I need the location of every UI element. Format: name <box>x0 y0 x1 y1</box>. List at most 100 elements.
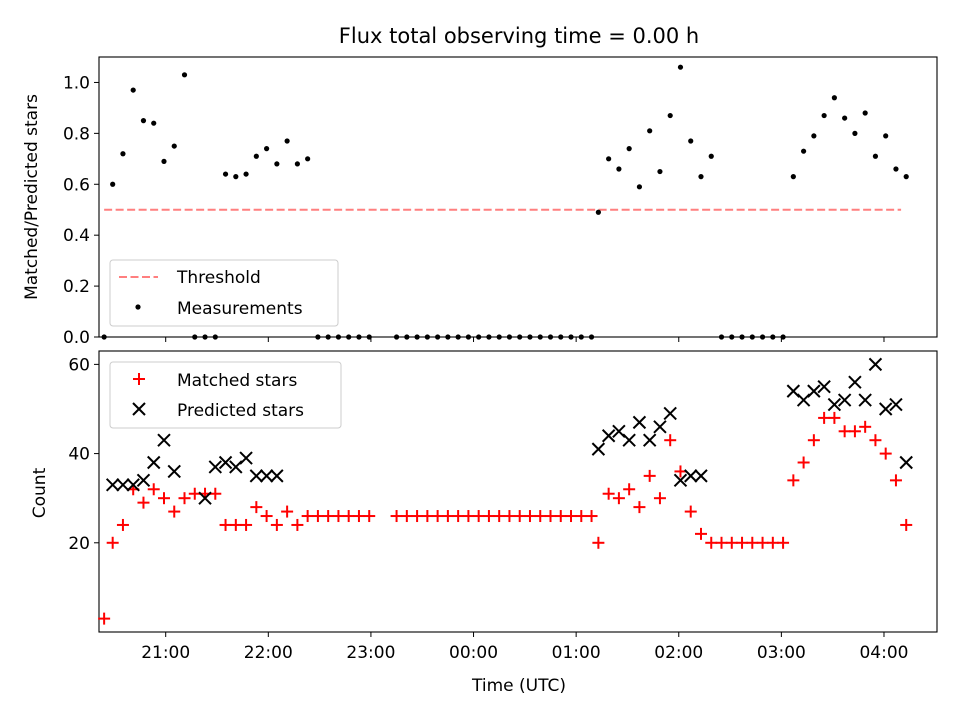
measurements-legend-swatch <box>135 304 141 310</box>
measurement-point <box>222 171 229 177</box>
matched-star-point <box>838 425 851 438</box>
matched-star-point <box>602 487 615 500</box>
predicted-star-point <box>218 455 233 470</box>
matched-star-point <box>766 536 779 549</box>
matched-star-point <box>612 492 625 505</box>
measurement-point <box>657 168 663 175</box>
predicted-star-point <box>167 464 181 479</box>
matched-star-point <box>147 483 160 496</box>
measurement-point <box>486 334 492 340</box>
matched-star-point <box>565 510 578 523</box>
measurement-point <box>872 153 879 159</box>
matched-star-point <box>462 510 475 523</box>
predicted-star-point <box>208 460 223 474</box>
top-y-tick-label: 1.0 <box>63 73 90 93</box>
measurement-point <box>233 174 239 180</box>
matched-star-point <box>575 510 588 523</box>
measurement-point <box>636 184 643 190</box>
matched-star-point <box>869 434 882 447</box>
predicted-star-point <box>622 433 636 447</box>
measurement-point <box>140 118 147 124</box>
matched-star-point <box>431 510 444 523</box>
matched-star-point <box>900 518 913 531</box>
predicted-star-point <box>147 455 161 470</box>
matched-star-point <box>633 501 646 514</box>
matched-star-point <box>260 510 273 523</box>
top-data-marks <box>101 64 909 340</box>
measurements-legend-label: Measurements <box>177 299 303 319</box>
top-y-tick-label: 0.0 <box>63 328 90 348</box>
matched-star-point <box>421 510 434 523</box>
measurement-point <box>647 128 653 134</box>
matched-star-point <box>178 492 191 505</box>
top-legend-box <box>109 259 339 327</box>
matched-star-point <box>301 510 314 523</box>
measurement-point <box>616 166 622 172</box>
measurement-point <box>547 334 554 340</box>
matched-star-point <box>291 518 304 531</box>
matched-star-point <box>116 518 129 531</box>
top-y-axis-label: Matched/Predicted stars <box>22 94 42 300</box>
measurement-point <box>708 153 714 159</box>
measurement-point <box>253 153 259 159</box>
matched-star-point <box>493 510 506 523</box>
threshold-legend-label: Threshold <box>176 268 261 288</box>
matched-star-point <box>270 518 283 531</box>
top-panel: Flux total observing time = 0.00 h 0.00.… <box>22 24 938 348</box>
x-tick-label: 23:00 <box>346 643 395 663</box>
measurement-point <box>243 171 249 177</box>
predicted-star-point <box>259 469 274 483</box>
measurement-point <box>790 174 796 180</box>
measurement-point <box>404 334 410 340</box>
predicted-star-point <box>249 469 264 483</box>
measurement-point <box>120 151 126 157</box>
predicted-star-point <box>591 442 606 456</box>
predicted-star-point <box>126 478 140 492</box>
matched-star-point <box>441 510 454 523</box>
matched-star-point <box>674 465 687 478</box>
bottom-panel: 20 40 60 21:00 22:00 23:00 00:00 01:00 02:00 03:… <box>30 350 938 696</box>
measurement-point <box>811 133 817 139</box>
measurement-point <box>335 334 342 340</box>
matched-star-point <box>848 425 861 438</box>
predicted-star-point <box>198 491 212 505</box>
matched-star-point <box>889 474 902 487</box>
bottom-y-ticks: 20 40 60 <box>68 355 99 554</box>
top-x-ticks <box>165 337 885 342</box>
bottom-legend: Matched stars Predicted stars <box>109 361 342 429</box>
predicted-star-point <box>858 393 872 407</box>
measurement-point <box>305 156 311 162</box>
matched-star-point <box>363 510 376 523</box>
top-y-tick-label: 0.8 <box>63 124 90 144</box>
matched-star-point <box>592 536 605 549</box>
matched-star-point <box>352 510 365 523</box>
predicted-star-point <box>632 415 647 430</box>
x-tick-label: 00:00 <box>449 643 498 663</box>
measurement-point <box>903 174 909 180</box>
matched-star-point <box>736 536 749 549</box>
predicted-star-point <box>105 478 120 492</box>
measurement-point <box>893 166 899 172</box>
measurement-point <box>537 334 543 340</box>
measurement-point <box>677 64 684 70</box>
matched-star-point <box>715 536 728 549</box>
measurement-point <box>315 334 321 340</box>
matched-legend-swatch <box>133 373 145 385</box>
measurement-point <box>264 146 270 152</box>
measurement-point <box>130 87 136 93</box>
top-y-tick-label: 0.4 <box>63 226 90 246</box>
bottom-y-tick-label: 60 <box>68 355 90 375</box>
predicted-star-point <box>270 469 284 483</box>
measurement-point <box>698 174 704 180</box>
measurement-point <box>739 334 745 340</box>
predicted-star-point <box>868 357 883 372</box>
measurement-point <box>455 334 461 340</box>
matched-star-point <box>725 536 738 549</box>
measurement-point <box>110 181 116 187</box>
matched-star-point <box>322 510 335 523</box>
measurement-point <box>393 334 400 340</box>
measurement-point <box>718 334 725 340</box>
measurement-point <box>759 334 766 340</box>
bottom-y-axis-label: Count <box>30 467 50 518</box>
